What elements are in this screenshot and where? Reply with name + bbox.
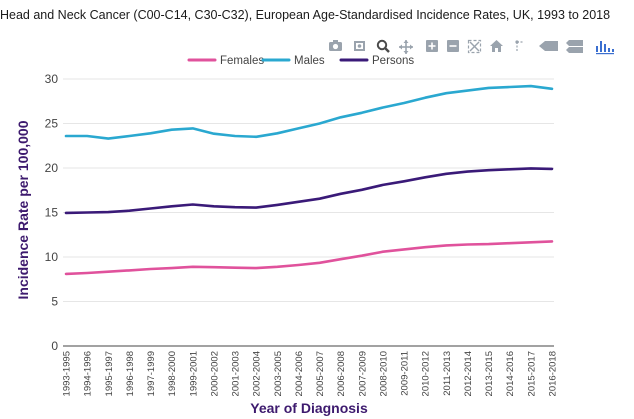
x-tick-label: 2009-2011 xyxy=(400,351,411,396)
legend-item-persons[interactable]: Persons xyxy=(339,55,414,67)
hover-compare-icon[interactable] xyxy=(566,40,583,53)
autoscale-icon[interactable] xyxy=(467,39,482,54)
x-tick-label: 1996-1998 xyxy=(125,351,136,396)
zoom-icon[interactable] xyxy=(354,41,365,51)
zoom-icon[interactable] xyxy=(376,39,390,53)
series-line-females[interactable] xyxy=(64,240,554,276)
x-tick-label: 2001-2003 xyxy=(231,351,242,396)
reset-axes-icon[interactable] xyxy=(490,40,503,52)
y-tick-label: 20 xyxy=(45,161,59,175)
x-tick-label: 1994-1996 xyxy=(83,351,94,396)
x-tick-label: 2005-2007 xyxy=(315,351,326,396)
series-lines xyxy=(64,84,554,276)
x-tick-label: 2000-2002 xyxy=(209,351,220,396)
x-tick-label: 1993-1995 xyxy=(62,351,73,396)
modebar-toolbar xyxy=(329,39,614,55)
series-line-persons[interactable] xyxy=(64,167,554,215)
y-tick-label: 25 xyxy=(45,117,59,131)
y-axis-title: Incidence Rate per 100,000 xyxy=(15,120,31,299)
y-tick-label: 30 xyxy=(45,72,59,86)
x-tick-label: 2002-2004 xyxy=(252,351,263,396)
legend-item-females[interactable]: Females xyxy=(187,55,264,67)
x-tick-label: 2007-2009 xyxy=(357,351,368,396)
x-tick-label: 2010-2012 xyxy=(421,351,432,396)
x-tick-label: 2011-2013 xyxy=(442,351,453,396)
x-tick-label: 1997-1999 xyxy=(146,351,157,396)
y-axis-ticks: 0 5 10 15 20 25 30 xyxy=(45,72,59,353)
x-tick-label: 2016-2018 xyxy=(548,351,559,396)
zoom-in-icon[interactable] xyxy=(426,40,438,52)
legend: Females Males Persons xyxy=(187,55,414,67)
zoom-out-icon[interactable] xyxy=(447,40,459,52)
legend-item-males[interactable]: Males xyxy=(261,55,325,67)
x-tick-label: 2013-2015 xyxy=(484,351,495,396)
x-tick-label: 1999-2001 xyxy=(188,351,199,396)
y-tick-label: 5 xyxy=(51,295,58,309)
pan-icon[interactable] xyxy=(399,40,413,54)
legend-label: Females xyxy=(220,55,264,67)
x-tick-label: 2004-2006 xyxy=(294,351,305,396)
x-tick-label: 2012-2014 xyxy=(463,351,474,396)
x-tick-label: 2008-2010 xyxy=(378,351,389,396)
x-tick-label: 2003-2005 xyxy=(273,351,284,396)
y-tick-label: 10 xyxy=(45,250,59,264)
gridlines xyxy=(63,78,554,302)
x-tick-label: 1995-1997 xyxy=(104,351,115,396)
camera-icon[interactable] xyxy=(329,40,342,51)
x-tick-label: 2015-2017 xyxy=(526,351,537,396)
spike-lines-icon[interactable] xyxy=(515,40,524,51)
chart-title: Head and Neck Cancer (C00-C14, C30-C32),… xyxy=(0,8,610,22)
x-tick-label: 1998-2000 xyxy=(167,351,178,396)
series-line-males[interactable] xyxy=(64,84,554,140)
legend-label: Males xyxy=(294,55,325,67)
plotly-logo-icon[interactable] xyxy=(596,41,614,55)
x-axis-ticks: 1993-1995 1994-1996 1995-1997 1996-1998 1997… xyxy=(62,351,559,396)
y-tick-label: 0 xyxy=(51,339,58,353)
legend-label: Persons xyxy=(372,55,414,67)
x-tick-label: 2006-2008 xyxy=(336,351,347,396)
hover-closest-icon[interactable] xyxy=(539,41,558,51)
x-axis-title: Year of Diagnosis xyxy=(250,400,368,416)
y-tick-label: 15 xyxy=(45,206,59,220)
x-tick-label: 2014-2016 xyxy=(505,351,516,396)
